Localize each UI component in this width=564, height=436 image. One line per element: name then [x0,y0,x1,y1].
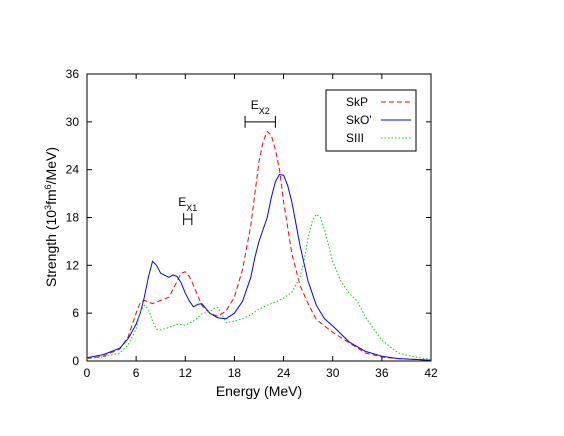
y-tick-label: 6 [72,306,79,320]
x-tick-label: 6 [133,366,140,380]
annotation-label-1: EX2 [251,98,270,116]
x-axis-label: Energy (MeV) [216,383,302,399]
x-tick-label: 18 [228,366,242,380]
x-tick-label: 42 [424,366,438,380]
y-tick-label: 0 [72,354,79,368]
legend: SkP SkO' SIII [325,89,417,152]
y-tick-label: 18 [66,211,80,225]
annotation-label-0: EX1 [178,195,197,213]
x-tick-label: 36 [375,366,389,380]
x-tick-label: 30 [326,366,340,380]
legend-label-0: SkP [346,95,368,109]
series-line-2 [86,213,432,360]
series-line-0 [86,130,432,361]
series-layer [86,130,432,361]
x-tick-label: 24 [277,366,291,380]
y-axis-label: Strength (103fm6/MeV) [43,147,59,287]
x-ticks: 0 6 12 18 24 30 36 42 [84,74,438,380]
y-ticks: 0 6 12 18 24 30 36 [66,67,431,368]
series-line-1 [86,174,432,361]
x-tick-label: 12 [179,366,193,380]
annotation-layer: EX1 EX2 [178,98,276,226]
y-tick-label: 12 [66,258,80,272]
legend-label-1: SkO' [346,113,372,127]
legend-label-2: SIII [346,131,364,145]
y-tick-label: 30 [66,115,80,129]
y-tick-label: 36 [66,67,80,81]
x-tick-label: 0 [84,366,91,380]
y-tick-label: 24 [66,163,80,177]
